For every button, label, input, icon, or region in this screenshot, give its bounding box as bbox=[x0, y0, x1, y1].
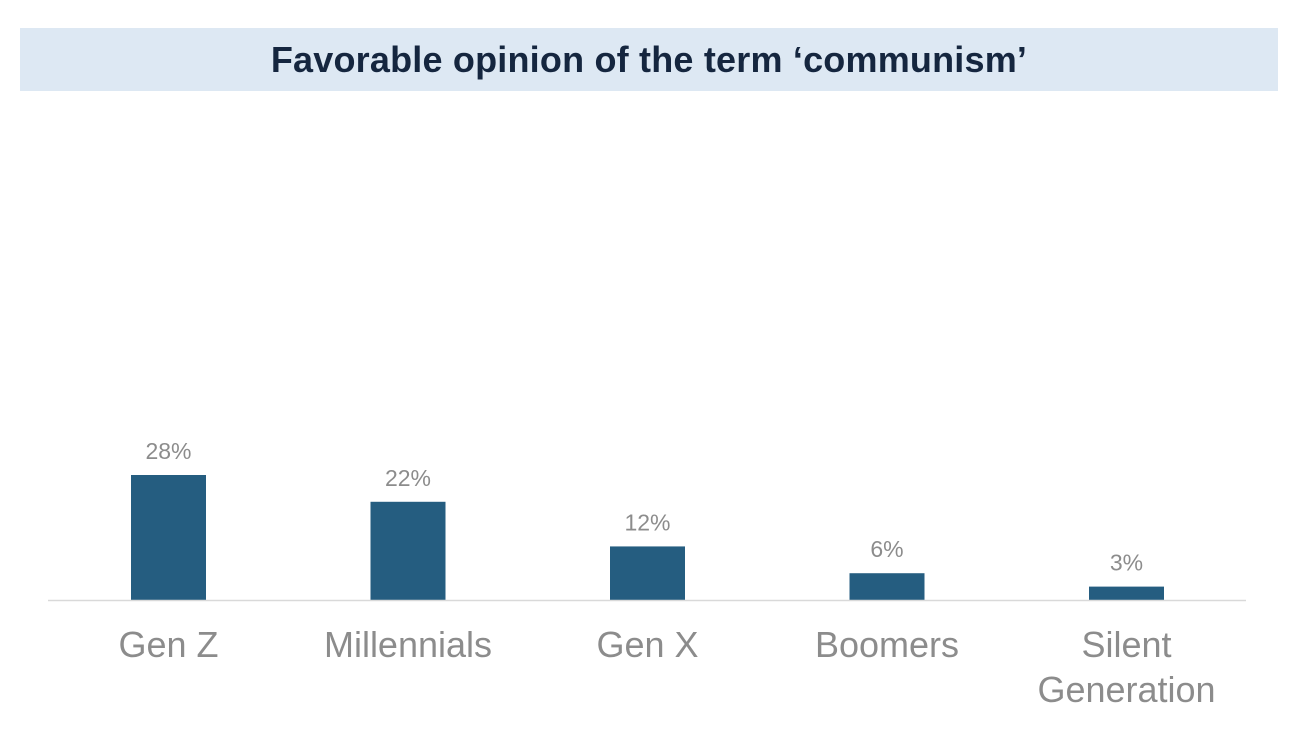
bar bbox=[1089, 586, 1164, 600]
category-label: Generation bbox=[1037, 669, 1215, 710]
data-label: 3% bbox=[1110, 550, 1143, 576]
bar bbox=[131, 475, 206, 600]
bar bbox=[370, 501, 446, 600]
data-label: 6% bbox=[870, 536, 903, 562]
data-label: 12% bbox=[624, 509, 670, 535]
category-label: Millennials bbox=[324, 624, 492, 665]
data-label: 22% bbox=[385, 465, 431, 491]
chart-title-band: Favorable opinion of the term ‘communism… bbox=[20, 28, 1278, 91]
category-label: Boomers bbox=[815, 624, 959, 665]
data-label: 28% bbox=[145, 438, 191, 464]
chart-title: Favorable opinion of the term ‘communism… bbox=[270, 38, 1028, 80]
category-label: Gen X bbox=[596, 624, 698, 665]
category-label: Silent bbox=[1081, 624, 1171, 665]
category-label: Gen Z bbox=[118, 624, 218, 665]
bar bbox=[849, 573, 925, 600]
bar bbox=[610, 546, 685, 600]
